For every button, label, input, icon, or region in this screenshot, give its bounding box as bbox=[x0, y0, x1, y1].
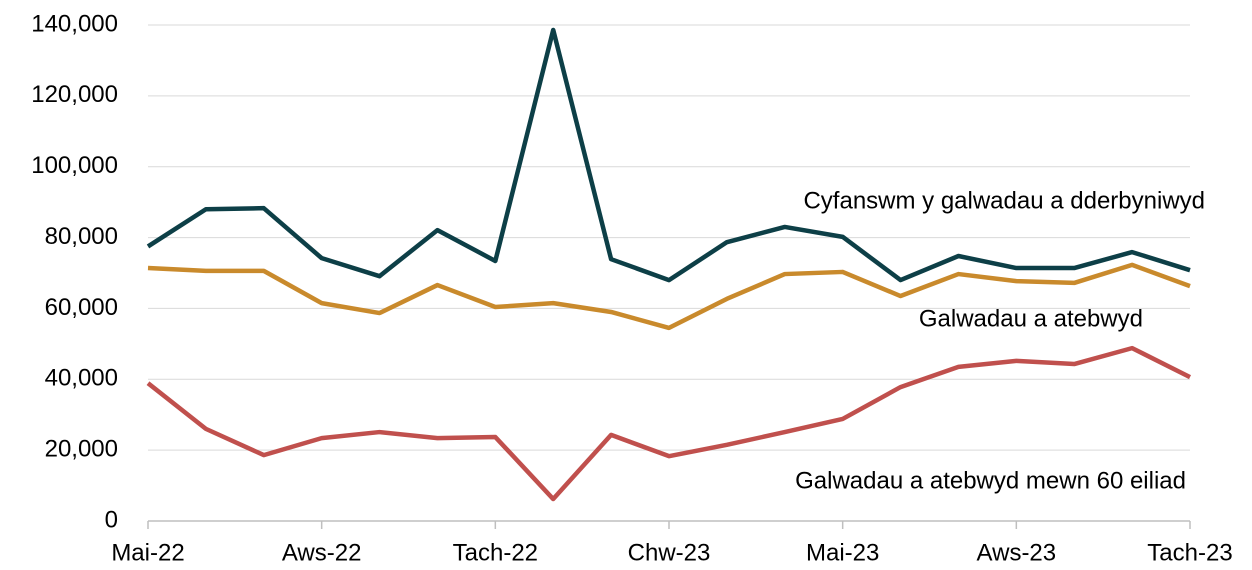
x-tick-label: Tach-23 bbox=[1147, 539, 1232, 566]
series-label: Galwadau a atebwyd mewn 60 eiliad bbox=[795, 467, 1186, 494]
y-tick-label: 20,000 bbox=[45, 435, 118, 462]
y-tick-label: 0 bbox=[105, 506, 118, 533]
y-tick-label: 140,000 bbox=[31, 10, 118, 37]
x-tick-label: Aws-23 bbox=[977, 539, 1057, 566]
series-label: Galwadau a atebwyd bbox=[919, 305, 1143, 332]
y-tick-label: 120,000 bbox=[31, 81, 118, 108]
y-tick-label: 40,000 bbox=[45, 365, 118, 392]
y-tick-label: 80,000 bbox=[45, 223, 118, 250]
x-tick-label: Tach-22 bbox=[453, 539, 538, 566]
series-label: Cyfanswm y galwadau a dderbyniwyd bbox=[803, 187, 1205, 214]
x-tick-label: Chw-23 bbox=[628, 539, 711, 566]
series-line bbox=[146, 27, 1191, 283]
x-tick-label: Aws-22 bbox=[282, 539, 362, 566]
y-tick-label: 100,000 bbox=[31, 152, 118, 179]
y-tick-label: 60,000 bbox=[45, 294, 118, 321]
x-tick-label: Mai-23 bbox=[806, 539, 879, 566]
series-line bbox=[147, 262, 1191, 331]
series-line bbox=[146, 345, 1192, 502]
x-tick-label: Mai-22 bbox=[111, 539, 184, 566]
